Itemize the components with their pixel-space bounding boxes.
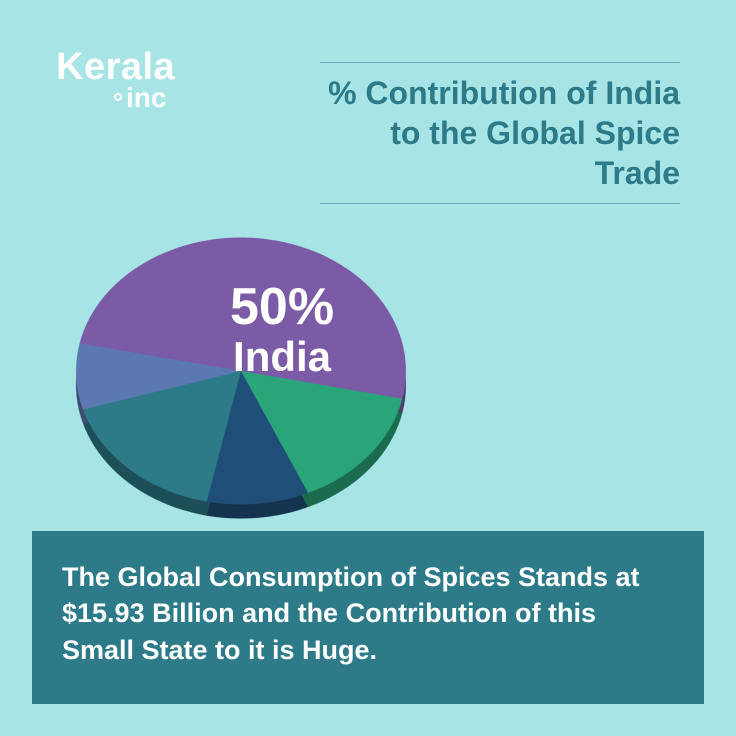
pie-percent: 50% [230,280,334,335]
footer-text: The Global Consumption of Spices Stands … [62,562,640,665]
pie-main-label: 50% India [230,280,334,379]
infographic-canvas: Kerala inc % Contribution of India to th… [0,0,736,736]
logo-dot-icon [114,93,122,101]
title-text: % Contribution of India to the Global Sp… [320,63,680,203]
title-box: % Contribution of India to the Global Sp… [320,48,680,218]
title-rule-top [320,62,680,63]
brand-logo: Kerala inc [56,48,175,112]
pie-slice-name: India [230,335,334,379]
logo-line1: Kerala [56,48,175,86]
title-rule-bottom [320,203,680,204]
footer-caption: The Global Consumption of Spices Stands … [32,531,704,704]
logo-line2: inc [114,84,175,112]
logo-line2-text: inc [126,82,166,113]
